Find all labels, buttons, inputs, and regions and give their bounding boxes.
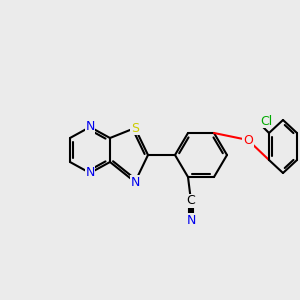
Text: N: N — [85, 167, 95, 179]
Text: N: N — [186, 214, 196, 226]
Text: Cl: Cl — [260, 115, 272, 128]
Text: N: N — [130, 176, 140, 188]
Text: O: O — [243, 134, 253, 146]
Text: N: N — [85, 121, 95, 134]
Text: S: S — [131, 122, 139, 134]
Text: C: C — [187, 194, 195, 208]
